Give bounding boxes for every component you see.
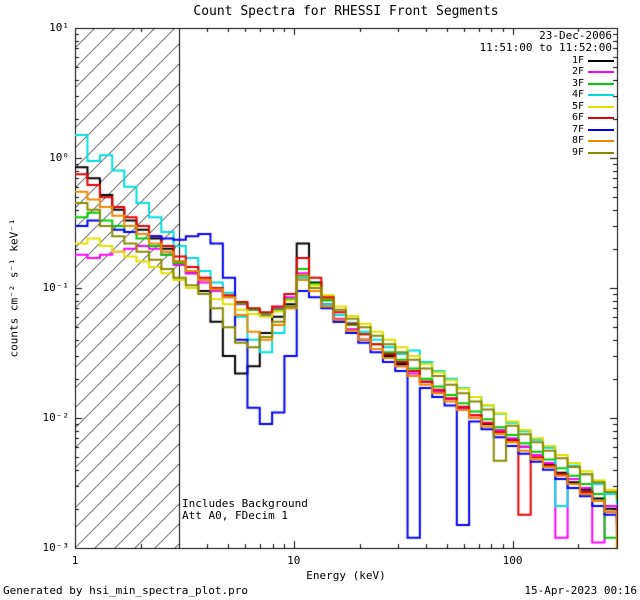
y-tick-label: 10⁻²	[42, 411, 70, 424]
legend-item: 9F	[572, 147, 614, 159]
legend-item: 7F	[572, 124, 614, 136]
legend-label: 1F	[571, 54, 584, 66]
y-tick-label: 10⁻¹	[42, 281, 70, 294]
legend-swatch	[588, 82, 614, 85]
legend-item: 3F	[572, 78, 614, 90]
legend-item: 1F	[572, 55, 614, 67]
legend-swatch	[588, 59, 614, 62]
x-tick-label: 1	[71, 554, 79, 567]
legend-label: 5F	[571, 100, 584, 112]
legend: 1F 2F 3F 4F 5F 6F 7F 8F 9F	[572, 55, 614, 159]
legend-swatch	[588, 151, 614, 154]
legend-item: 8F	[572, 136, 614, 148]
legend-label: 6F	[571, 112, 584, 124]
legend-swatch	[588, 140, 614, 143]
legend-label: 4F	[571, 89, 584, 101]
legend-item: 5F	[572, 101, 614, 113]
x-tick-label: 100	[502, 554, 523, 567]
legend-label: 2F	[571, 66, 584, 78]
legend-swatch	[588, 105, 614, 108]
x-tick-label: 10	[287, 554, 301, 567]
plot-title: Count Spectra for RHESSI Front Segments	[193, 4, 499, 19]
y-tick-label: 10⁰	[49, 151, 69, 164]
observation-date: 23-Dec-2006	[539, 29, 612, 42]
observation-time-range: 11:51:00 to 11:52:00	[479, 41, 612, 54]
annotation-includes-background: Includes Background	[182, 497, 308, 510]
legend-swatch	[588, 94, 614, 97]
footer-timestamp: 15-Apr-2023 00:16	[524, 584, 637, 597]
y-tick-label: 10⁻³	[42, 541, 70, 554]
legend-item: 4F	[572, 90, 614, 102]
legend-label: 9F	[571, 146, 584, 158]
legend-label: 8F	[571, 135, 584, 147]
legend-swatch	[588, 128, 614, 131]
legend-label: 7F	[571, 123, 584, 135]
y-tick-label: 10¹	[49, 21, 69, 34]
legend-swatch	[588, 117, 614, 120]
footer-generated-by: Generated by hsi_min_spectra_plot.pro	[3, 584, 249, 597]
legend-swatch	[588, 71, 614, 74]
legend-item: 2F	[572, 67, 614, 79]
legend-item: 6F	[572, 113, 614, 125]
annotation-attenuator-decim: Att A0, FDecim 1	[182, 509, 288, 522]
legend-label: 3F	[571, 77, 584, 89]
x-axis-label: Energy (keV)	[306, 569, 386, 582]
